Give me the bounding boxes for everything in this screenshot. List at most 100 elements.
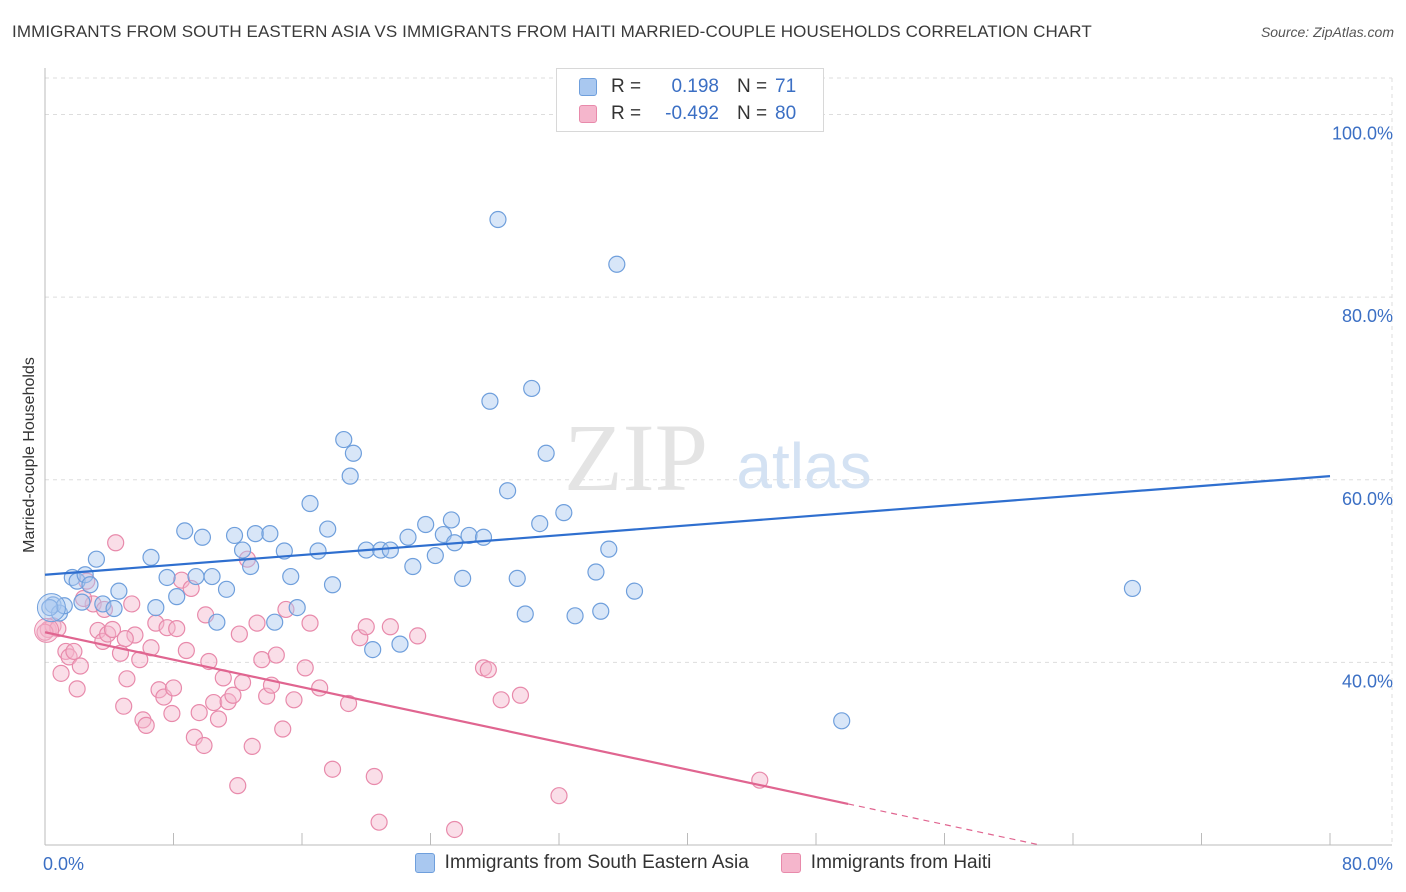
- data-point-haiti: [323, 760, 342, 778]
- data-point-sea: [399, 528, 417, 546]
- y-tick-label: 60.0%: [1342, 489, 1393, 509]
- data-point-sea-cluster: [36, 593, 66, 623]
- legend-swatch-haiti: [579, 105, 597, 123]
- data-point-sea: [266, 613, 284, 631]
- data-point-haiti: [52, 664, 70, 682]
- data-point-sea: [81, 576, 99, 594]
- bottom-legend-item-sea: Immigrants from South Eastern Asia: [414, 852, 749, 874]
- x-tick-label: 0.0%: [43, 854, 84, 874]
- data-point-sea: [523, 379, 541, 398]
- data-point-sea: [508, 569, 526, 587]
- data-point-sea: [341, 467, 359, 485]
- data-point-sea: [208, 613, 226, 631]
- bottom-legend-item-haiti: Immigrants from Haiti: [780, 852, 991, 874]
- x-tick-label: 80.0%: [1342, 854, 1393, 874]
- data-point-haiti: [311, 679, 329, 697]
- data-point-sea: [833, 712, 851, 730]
- data-point-haiti: [248, 614, 266, 632]
- data-point-sea: [417, 515, 435, 534]
- data-point-sea: [404, 557, 422, 576]
- data-point-sea: [364, 640, 382, 659]
- tick-labels: 40.0% 60.0% 80.0% 100.0% 0.0% 80.0%: [43, 124, 1393, 874]
- data-point-haiti: [301, 614, 319, 632]
- data-point-haiti: [233, 673, 252, 692]
- data-point-haiti: [190, 704, 208, 722]
- data-point-haiti: [195, 736, 213, 755]
- legend-swatch-sea: [579, 78, 597, 96]
- data-point-haiti: [243, 737, 261, 755]
- data-point-haiti: [445, 820, 464, 839]
- data-point-haiti: [205, 693, 223, 712]
- data-point-sea: [41, 598, 59, 617]
- data-point-sea: [531, 514, 549, 533]
- data-point-haiti: [71, 657, 89, 675]
- data-point-sea: [516, 605, 534, 623]
- legend-n-value-haiti: 80: [775, 103, 797, 124]
- data-point-haiti-cluster: [34, 617, 60, 643]
- data-point-haiti: [351, 629, 369, 647]
- data-point-sea: [288, 598, 306, 617]
- legend-row-sea: R = 0.198 N = 71: [579, 74, 796, 100]
- data-point-haiti: [134, 711, 152, 729]
- data-point-sea: [225, 526, 244, 545]
- series-haiti-points: [34, 534, 769, 839]
- source-label: Source: ZipAtlas.com: [1260, 24, 1394, 40]
- bottom-legend-swatch-haiti: [780, 853, 801, 873]
- legend-n-label: N =: [737, 103, 768, 124]
- data-point-haiti: [209, 710, 228, 728]
- data-point-haiti: [168, 619, 186, 638]
- y-tick-label: 80.0%: [1342, 306, 1393, 326]
- data-point-haiti: [99, 625, 117, 643]
- data-point-haiti: [230, 625, 248, 643]
- legend-r-label: R =: [611, 76, 642, 97]
- legend-r-value-haiti: -0.492: [665, 103, 719, 124]
- data-point-sea: [193, 528, 212, 546]
- data-point-sea: [474, 528, 493, 546]
- data-point-sea: [391, 635, 409, 653]
- watermark-atlas: atlas: [736, 430, 871, 502]
- data-point-haiti: [381, 618, 399, 636]
- data-point-sea: [454, 569, 472, 587]
- data-point-sea: [168, 588, 186, 606]
- data-point-sea: [246, 525, 265, 543]
- data-point-sea: [592, 602, 610, 620]
- data-point-sea: [105, 599, 123, 618]
- data-point-haiti: [479, 661, 497, 679]
- data-point-haiti: [163, 704, 181, 723]
- data-point-haiti: [177, 641, 195, 660]
- data-point-sea: [142, 548, 160, 566]
- data-point-haiti: [224, 686, 242, 704]
- data-point-sea: [158, 568, 176, 587]
- chart-title: IMMIGRANTS FROM SOUTH EASTERN ASIA VS IM…: [12, 22, 1092, 41]
- trend-lines: [44, 475, 1331, 846]
- data-point-sea: [608, 255, 626, 273]
- data-point-haiti: [164, 679, 183, 697]
- data-point-haiti: [107, 534, 125, 552]
- trend-line-haiti: [44, 631, 849, 805]
- data-point-sea: [147, 598, 165, 617]
- data-point-sea: [426, 546, 444, 565]
- data-point-haiti: [116, 630, 134, 648]
- data-point-sea: [187, 567, 205, 586]
- data-point-haiti: [68, 680, 86, 698]
- data-point-sea: [489, 210, 507, 229]
- watermark: ZIP atlas: [564, 404, 872, 511]
- data-point-haiti: [339, 694, 358, 713]
- data-point-sea: [335, 430, 353, 449]
- data-point-sea: [309, 542, 327, 560]
- data-point-haiti: [253, 651, 271, 669]
- data-point-haiti: [285, 691, 303, 709]
- bottom-legend-swatch-sea: [414, 853, 435, 873]
- gridlines: [45, 77, 1393, 845]
- data-point-sea: [323, 576, 342, 594]
- data-point-haiti: [409, 627, 427, 645]
- series-sea-points: [36, 210, 1142, 730]
- data-point-sea: [94, 595, 112, 613]
- data-point-sea: [282, 567, 300, 586]
- data-point-sea: [319, 520, 337, 538]
- data-point-haiti: [89, 621, 107, 640]
- data-point-haiti: [60, 648, 78, 666]
- data-point-haiti: [258, 687, 276, 705]
- watermark-zip: ZIP: [564, 404, 708, 511]
